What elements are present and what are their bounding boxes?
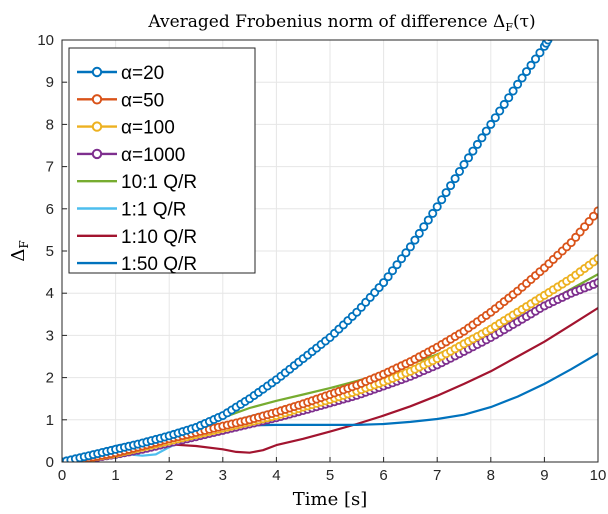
data-point [490,113,500,123]
legend: α=20 α=50 α=100 α=1000 10:1 Q/R 1:1 Q/R 1:10 Q… [68,47,256,275]
legend-item: α=20 [77,63,164,84]
x-tick-label: 10 [590,467,607,484]
x-tick-label: 3 [219,467,227,484]
data-point [499,99,509,109]
data-point [437,195,447,205]
legend-label: 1:1 Q/R [121,200,186,221]
y-tick-label: 10 [37,32,54,49]
legend-marker [91,121,103,132]
ticks: 0 1 2 3 4 5 6 7 8 9 10 0 1 2 3 4 5 6 7 8 9 10 [37,32,606,484]
x-tick-label: 5 [326,467,334,484]
data-point [463,153,473,163]
plot-frame [61,39,599,463]
y-tick-label: 9 [46,74,54,91]
data-point [508,86,518,96]
data-point [593,278,598,288]
series--50 [62,206,598,462]
data-point [410,235,420,245]
data-point [450,174,460,184]
y-tick-label: 1 [46,412,54,429]
series-layer [62,40,598,462]
y-tick-label: 2 [46,370,54,387]
data-point [517,73,527,83]
data-point [419,222,429,232]
data-point [401,248,411,258]
data-point [392,260,402,270]
data-point [593,206,598,216]
data-point [472,139,482,149]
legend-item: 1:1 Q/R [77,200,186,221]
legend-marker [91,94,103,105]
data-point [526,60,536,70]
legend-label: α=20 [121,63,164,84]
data-point [477,133,487,143]
legend-item: 10:1 Q/R [77,172,197,193]
legend-item: 1:10 Q/R [77,227,197,248]
x-tick-label: 1 [111,467,119,484]
x-tick-label: 0 [58,467,66,484]
data-point [441,188,451,198]
data-point [387,266,397,276]
y-tick-label: 3 [46,327,54,344]
legend-label: α=50 [121,90,164,111]
data-point [379,278,389,288]
legend-marker [91,66,103,78]
legend-label: 10:1 Q/R [121,172,197,193]
data-point [396,254,406,264]
data-point [454,166,464,176]
legend-label: α=100 [121,118,175,139]
data-point [513,79,523,89]
legend-label: α=1000 [121,145,185,166]
data-point [428,208,438,218]
data-point [446,181,456,191]
legend-item: α=50 [77,90,164,111]
data-point [522,67,532,77]
y-tick-label: 6 [46,201,54,218]
legend-marker [91,148,103,160]
data-point [504,93,514,103]
data-point [423,215,433,225]
data-point [468,146,478,156]
data-point [481,126,491,136]
data-point [535,48,545,58]
x-tick-label: 2 [165,467,173,484]
legend-item: α=100 [77,118,175,139]
legend-label: 1:50 Q/R [121,254,197,275]
chart-title: Averaged Frobenius norm of difference ΔF… [147,12,535,34]
series--20 [62,40,553,462]
data-point [432,202,442,212]
data-point [486,119,496,129]
x-tick-label: 7 [433,467,441,484]
legend-label: 1:10 Q/R [121,227,197,248]
x-tick-label: 8 [487,467,495,484]
data-point [593,254,598,264]
data-point [414,228,424,238]
legend-item: α=1000 [77,145,185,166]
y-axis-label: ΔF [8,240,31,261]
y-tick-label: 8 [46,116,54,133]
y-tick-label: 7 [46,159,54,176]
data-point [405,242,415,252]
x-tick-label: 9 [540,467,548,484]
y-tick-label: 5 [46,243,54,260]
y-tick-label: 4 [46,285,54,302]
x-axis-label: Time [s] [293,489,368,510]
data-point [495,106,505,116]
x-tick-label: 6 [379,467,387,484]
data-point [383,272,393,282]
legend-item: 1:50 Q/R [77,254,197,275]
data-point [531,54,541,64]
x-tick-label: 4 [272,467,280,484]
data-point [459,159,469,169]
y-tick-label: 0 [46,454,54,471]
